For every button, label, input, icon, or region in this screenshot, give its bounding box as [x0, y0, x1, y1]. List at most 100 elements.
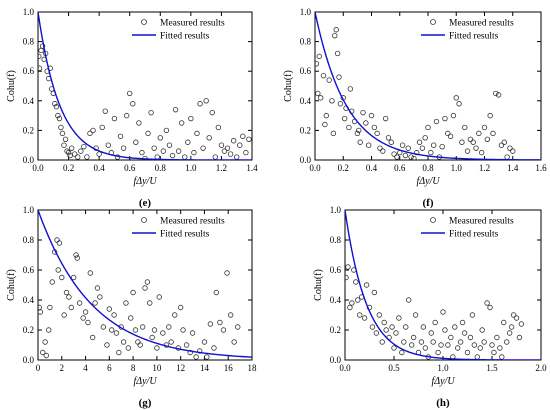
x-axis-title: fΔy/U — [416, 176, 440, 187]
data-point — [336, 74, 342, 80]
data-point — [102, 108, 108, 114]
data-point — [316, 53, 322, 60]
data-point — [501, 139, 507, 145]
data-point — [207, 321, 214, 327]
data-point — [513, 315, 520, 321]
data-point — [393, 330, 399, 336]
y-tick-label: 0.6 — [330, 265, 342, 275]
data-point — [234, 154, 240, 160]
x-tick-label: 0.5 — [388, 363, 400, 373]
data-point — [62, 136, 69, 142]
data-point — [55, 112, 61, 119]
data-point — [442, 115, 448, 122]
legend-marker-measured — [430, 217, 436, 223]
data-point — [217, 319, 223, 326]
data-point — [361, 315, 368, 321]
data-point — [194, 130, 200, 137]
panel-label: (f) — [423, 197, 434, 209]
y-axis-title: Cohu(f) — [6, 269, 17, 301]
data-point — [135, 339, 141, 345]
data-point — [440, 309, 446, 315]
chart-panel-f: 0.0 0.2 0.4 0.6 0.8 1.0 1.2 1.4 1.6 0.0 0.2 0.4 0.6 0… — [283, 7, 547, 209]
data-point — [356, 127, 362, 134]
data-point — [189, 330, 196, 336]
data-point — [493, 90, 499, 97]
data-point — [323, 112, 329, 119]
data-point — [154, 345, 160, 351]
data-point — [490, 130, 496, 137]
data-point — [320, 72, 327, 79]
data-point — [87, 130, 93, 137]
data-point — [65, 149, 72, 156]
data-point — [330, 130, 337, 137]
data-point — [180, 327, 186, 333]
data-point — [430, 339, 436, 345]
data-point — [389, 324, 395, 330]
chart-panel-e: 0.0 0.2 0.4 0.6 0.8 1.0 1.2 1.4 0.0 0.2 0.4 0.6 0.8 1… — [6, 7, 258, 209]
data-point — [106, 306, 113, 312]
data-point — [89, 334, 96, 341]
legend-label-measured: Measured results — [449, 19, 514, 29]
data-point — [315, 90, 321, 97]
data-point — [212, 154, 219, 160]
data-point — [332, 32, 338, 39]
data-point — [347, 304, 353, 311]
data-point — [104, 342, 110, 348]
data-point — [447, 133, 454, 140]
data-point — [237, 142, 243, 148]
data-point — [149, 334, 155, 341]
data-point — [61, 142, 67, 148]
legend-marker-measured — [430, 19, 436, 25]
data-point — [452, 324, 458, 330]
data-point — [474, 354, 480, 360]
data-point — [139, 149, 145, 156]
x-tick-label: 10 — [152, 363, 162, 373]
data-point — [43, 352, 50, 359]
y-tick-label: 1.0 — [300, 7, 312, 17]
data-point — [90, 127, 96, 134]
data-point — [200, 145, 206, 151]
data-point — [68, 145, 75, 151]
data-point — [456, 101, 462, 107]
data-point — [495, 92, 502, 98]
data-point — [491, 349, 497, 356]
legend: Measured results Fitted results — [132, 19, 225, 42]
data-point — [75, 154, 81, 160]
x-tick-label: 1.5 — [486, 363, 498, 373]
data-point — [425, 124, 431, 131]
data-point — [38, 53, 42, 60]
x-tick-label: 1.0 — [437, 363, 449, 373]
data-point — [345, 264, 351, 270]
data-point — [70, 274, 77, 281]
x-tick-label: 1.2 — [479, 163, 490, 173]
data-point — [55, 267, 61, 273]
data-point — [220, 327, 227, 333]
data-point — [38, 65, 43, 71]
data-point — [479, 327, 485, 333]
x-axis-title: fΔy/U — [431, 376, 455, 387]
data-point — [211, 345, 217, 351]
data-point — [401, 339, 407, 345]
data-point — [215, 124, 222, 131]
data-point — [341, 115, 348, 122]
y-tick-label: 0.0 — [300, 155, 312, 165]
data-point — [145, 130, 151, 137]
data-point — [516, 334, 523, 341]
legend-label-fitted: Fitted results — [449, 32, 499, 42]
data-point — [68, 304, 74, 311]
measured-series — [38, 237, 241, 360]
data-point — [442, 327, 448, 333]
data-point — [163, 127, 170, 134]
data-point — [445, 342, 451, 348]
data-point — [59, 130, 66, 137]
data-point — [230, 138, 237, 144]
data-point — [365, 142, 372, 148]
data-point — [354, 130, 361, 137]
data-point — [379, 339, 385, 345]
data-point — [376, 312, 382, 318]
data-point — [130, 101, 136, 107]
data-point — [470, 139, 476, 145]
data-point — [371, 124, 378, 131]
data-point — [99, 124, 105, 131]
data-point — [385, 135, 392, 141]
